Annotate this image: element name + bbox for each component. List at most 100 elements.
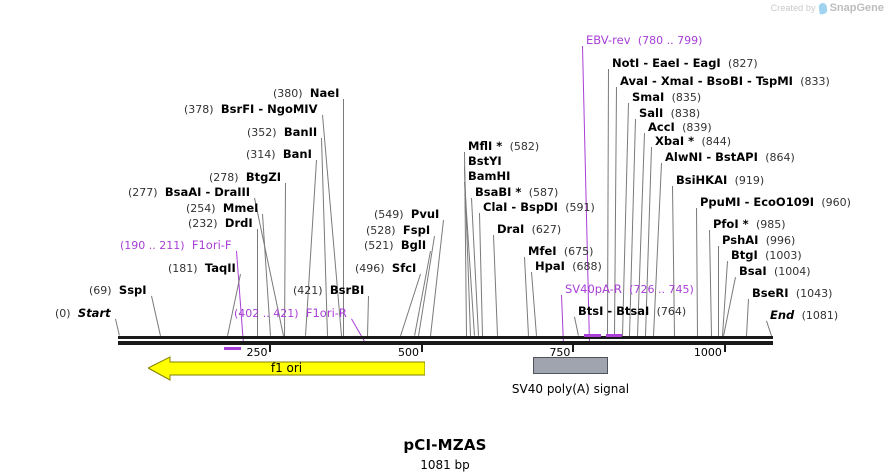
connector-line-clai [479, 212, 483, 336]
site-label-bsaai[interactable]: (277) BsaAI - DraIII [128, 186, 250, 198]
site-enzyme-names: PfoI * [713, 217, 749, 231]
site-label-sali[interactable]: SalI (838) [639, 107, 700, 119]
site-label-end[interactable]: End (1081) [770, 308, 839, 322]
enzyme-separator: - [743, 74, 756, 88]
site-enzyme-names: XbaI * [655, 134, 694, 148]
site-enzyme-names: SV40pA-R [565, 282, 622, 296]
primer-bar-sv40pa-r-bar[interactable] [584, 334, 601, 337]
site-position: (1004) [773, 265, 811, 278]
site-position: (919) [734, 174, 765, 187]
site-label-f1ori-r[interactable]: (402 .. 421) F1ori-R [234, 306, 347, 320]
site-label-alwni[interactable]: AlwNI - BstAPI (864) [665, 150, 795, 164]
primer-bar-ebv-rev-bar[interactable] [606, 334, 622, 337]
site-position: (1081) [801, 309, 839, 322]
enzyme-separator: - [648, 74, 661, 88]
site-label-bstyi[interactable]: BstYI [468, 154, 502, 168]
enzyme-name: BstYI [468, 154, 502, 168]
connector-line-avai [614, 87, 617, 336]
enzyme-separator: - [603, 304, 617, 318]
site-label-sspi[interactable]: (69) SspI [89, 284, 147, 296]
site-label-mfei[interactable]: MfeI (675) [528, 244, 593, 258]
enzyme-name: SmaI [632, 90, 665, 104]
site-label-btgzi[interactable]: (278) BtgZI [209, 171, 281, 184]
site-label-noti[interactable]: NotI - EaeI - EagI (827) [612, 56, 758, 70]
site-position: (402 .. 421) [234, 307, 299, 320]
site-enzyme-names: BtsI - BtsaI [578, 304, 649, 318]
site-label-clai[interactable]: ClaI - BspDI (591) [483, 201, 595, 213]
enzyme-name: FspI [402, 223, 431, 237]
primer-bar-f1ori-r-bar[interactable] [224, 347, 241, 350]
site-enzyme-names: MfeI [528, 244, 557, 258]
site-label-btsi[interactable]: BtsI - BtsaI (764) [578, 304, 686, 318]
site-position: (278) [209, 171, 239, 184]
site-label-bseri[interactable]: BseRI (1043) [752, 287, 832, 299]
enzyme-separator: - [254, 102, 268, 116]
site-label-bamhi[interactable]: BamHI [468, 170, 510, 182]
site-label-pfoi[interactable]: PfoI * (985) [713, 217, 786, 231]
site-label-pvui[interactable]: (549) PvuI [374, 208, 439, 220]
site-label-acci[interactable]: AccI (839) [648, 120, 712, 134]
enzyme-name: BstAPI [715, 150, 758, 164]
enzyme-name: TaqII [204, 261, 236, 275]
site-enzyme-names: F1ori-R [306, 306, 347, 320]
site-label-naei[interactable]: (380) NaeI [273, 86, 340, 100]
site-label-smai[interactable]: SmaI (835) [632, 90, 702, 104]
site-label-sfci[interactable]: (496) SfcI [355, 262, 416, 274]
site-label-mfli[interactable]: MflI * (582) [468, 139, 539, 153]
connector-line-drdi [257, 229, 258, 336]
site-label-pshai[interactable]: PshAI (996) [722, 234, 795, 246]
enzyme-name: MflI * [468, 139, 503, 153]
site-label-drai[interactable]: DraI (627) [497, 223, 561, 235]
site-label-bsrfi[interactable]: (378) BsrFI - NgoMIV [184, 102, 318, 116]
feature-sv40-polya-box[interactable] [533, 357, 608, 374]
site-label-drdi[interactable]: (232) DrdI [188, 217, 253, 229]
site-position: (864) [765, 151, 795, 164]
title-block: pCI-MZAS 1081 bp [0, 436, 890, 472]
enzyme-name: End [770, 308, 795, 322]
ruler-tick-250 [269, 345, 272, 352]
enzyme-name: NgoMIV [267, 102, 318, 116]
site-label-mmei[interactable]: (254) MmeI [186, 201, 259, 215]
site-label-ppumi[interactable]: PpuMI - EcoO109I (960) [700, 196, 851, 209]
site-label-f1ori-f[interactable]: (190 .. 211) F1ori-F [120, 239, 232, 251]
site-enzyme-names: HpaI [535, 259, 565, 273]
site-label-hpai[interactable]: HpaI (688) [535, 259, 602, 273]
enzyme-name: AvaI [620, 74, 649, 88]
site-label-start[interactable]: (0) Start [55, 307, 111, 319]
site-label-bani[interactable]: (314) BanI [246, 148, 312, 160]
site-label-bgli[interactable]: (521) BglI [364, 239, 426, 251]
feature-sv40-polya-label: SV40 poly(A) signal [511, 382, 630, 396]
enzyme-name: NaeI [309, 86, 340, 100]
enzyme-name: BtgI [731, 248, 758, 262]
connector-line-pfoi [709, 229, 712, 336]
feature-f1-ori[interactable]: f1 ori [146, 355, 426, 381]
site-label-banii[interactable]: (352) BanII [247, 126, 317, 138]
site-position: (833) [800, 75, 830, 88]
site-position: (528) [366, 224, 396, 237]
site-position: (726 .. 745) [629, 283, 694, 296]
site-position: (835) [671, 91, 702, 104]
site-label-avai[interactable]: AvaI - XmaI - BsoBI - TspMI (833) [620, 74, 830, 88]
site-label-bsai[interactable]: BsaI (1004) [739, 265, 811, 278]
site-label-bsrbi[interactable]: (421) BsrBI [293, 284, 364, 296]
enzyme-name: PfoI * [713, 217, 749, 231]
site-label-xbai[interactable]: XbaI * (844) [655, 134, 731, 148]
site-label-bsabi[interactable]: BsaBI * (587) [475, 186, 558, 198]
site-enzyme-names: AccI [648, 120, 675, 134]
enzyme-name: BtsaI [616, 304, 650, 318]
site-label-ebv-rev[interactable]: EBV-rev (780 .. 799) [586, 34, 702, 46]
enzyme-separator: - [639, 56, 653, 70]
site-label-btgi[interactable]: BtgI (1003) [731, 248, 802, 262]
plasmid-backbone-upper-line [118, 336, 773, 339]
site-label-fspi[interactable]: (528) FspI [366, 223, 431, 237]
site-position: (960) [821, 196, 851, 209]
site-label-taqii[interactable]: (181) TaqII [168, 261, 236, 275]
site-label-bsihkai[interactable]: BsiHKAI (919) [676, 174, 765, 187]
snapgene-watermark: Created by SnapGene [771, 1, 884, 15]
ruler-label-1000: 1000 [693, 346, 722, 359]
site-label-sv40pa-r[interactable]: SV40pA-R (726 .. 745) [565, 282, 694, 296]
site-position: (985) [755, 218, 786, 231]
enzyme-name: MmeI [222, 201, 259, 215]
connector-line-f1ori-f [236, 250, 244, 345]
